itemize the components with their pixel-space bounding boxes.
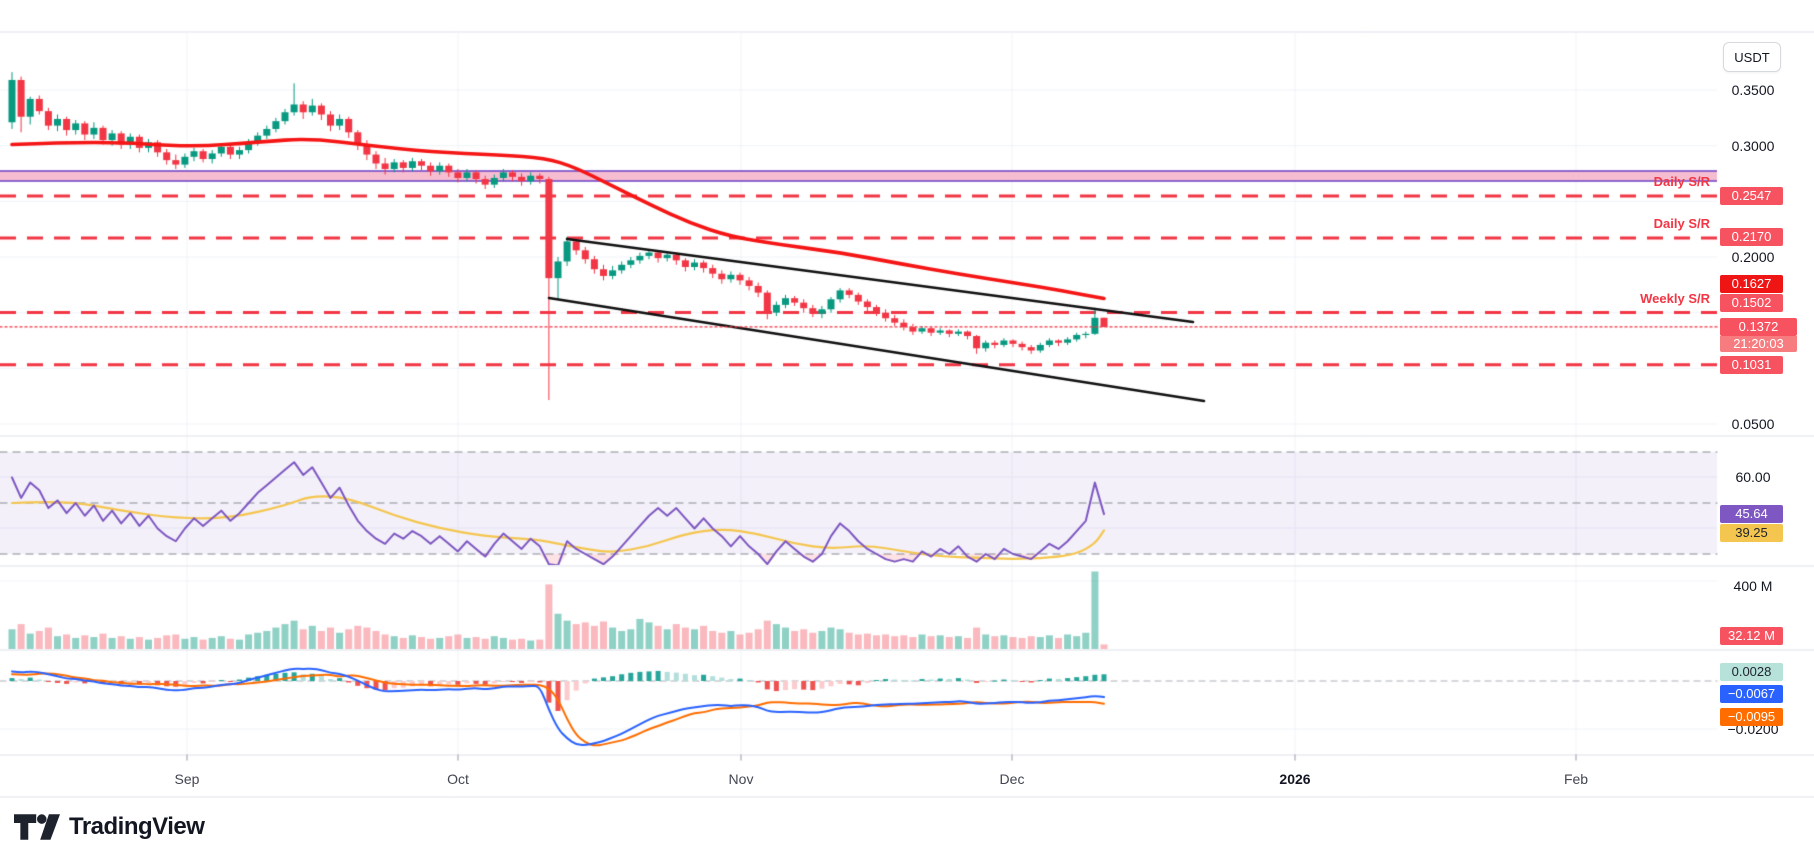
axis-tick-label: 0.3500: [1731, 82, 1775, 98]
time-axis-label: Oct: [447, 771, 469, 787]
axis-tick-label: 60.00: [1735, 469, 1771, 485]
price-badge: 32.12 M: [1720, 627, 1783, 645]
sr-label: Daily S/R: [1653, 216, 1710, 231]
price-badge: 39.25: [1720, 524, 1783, 542]
time-axis-label: Feb: [1563, 771, 1589, 787]
price-badge: 45.64: [1720, 505, 1783, 523]
price-badge: 0.2170: [1720, 228, 1783, 246]
time-axis-label: 2026: [1279, 771, 1311, 787]
sr-label: Daily S/R: [1653, 174, 1710, 189]
axis-tick-label: 0.2000: [1731, 249, 1775, 265]
axis-tick-label: 0.3000: [1731, 138, 1775, 154]
time-axis-label: Sep: [174, 771, 200, 787]
brand-name: TradingView: [69, 813, 205, 840]
price-badge: 0.0028: [1720, 663, 1783, 681]
price-badge: 0.1502: [1720, 294, 1783, 312]
sr-label: Weekly S/R: [1640, 291, 1710, 306]
currency-toggle-button[interactable]: USDT: [1723, 42, 1781, 72]
axis-tick-label: 400 M: [1733, 578, 1773, 594]
time-axis-label: Nov: [728, 771, 754, 787]
time-axis-label: Dec: [999, 771, 1025, 787]
price-badge: 0.1031: [1720, 356, 1783, 374]
price-badge: 0.1372 21:20:03: [1720, 318, 1797, 352]
tradingview-brand[interactable]: TradingView: [14, 812, 205, 842]
countdown-timer: 21:20:03: [1720, 336, 1797, 352]
price-badge: −0.0067: [1720, 685, 1783, 703]
axis-tick-label: 0.0500: [1731, 416, 1775, 432]
price-badge: −0.0095: [1720, 708, 1783, 726]
price-badge: 0.2547: [1720, 187, 1783, 205]
tradingview-logo-icon: [14, 814, 60, 840]
price-badge: 0.1627: [1720, 275, 1783, 293]
